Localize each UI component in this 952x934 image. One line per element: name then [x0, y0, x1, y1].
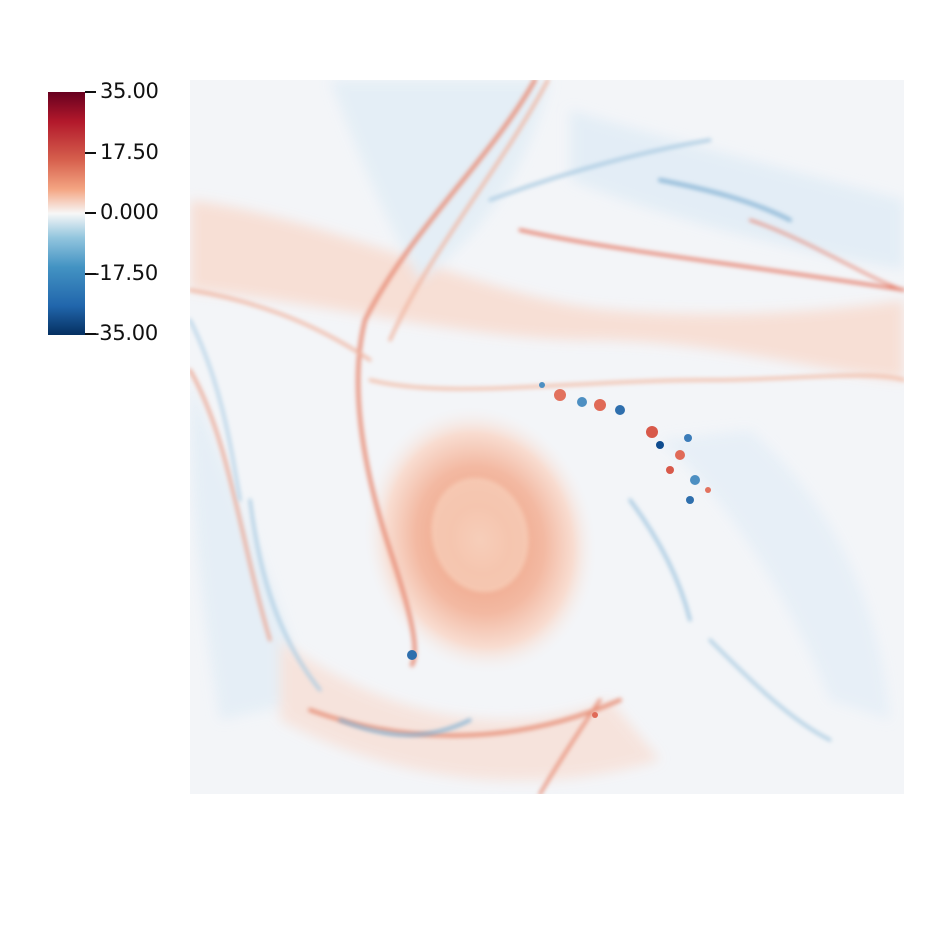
colorbar-label-max: 35.00: [100, 79, 159, 103]
colorbar-tick-min: [85, 333, 96, 335]
colorbar-label-zero: 0.000: [100, 200, 159, 224]
colorbar-label-min: -35.00: [92, 321, 158, 345]
colorbar-label-lower: -17.50: [92, 261, 158, 285]
colorbar-tick-lower: [85, 273, 96, 275]
colorbar: [48, 92, 85, 335]
colorbar-tick-upper: [85, 152, 96, 154]
colorbar-tick-max: [85, 91, 96, 93]
vorticity-field-image: [190, 80, 904, 794]
colorbar-tick-zero: [85, 212, 96, 214]
colorbar-label-upper: 17.50: [100, 140, 159, 164]
